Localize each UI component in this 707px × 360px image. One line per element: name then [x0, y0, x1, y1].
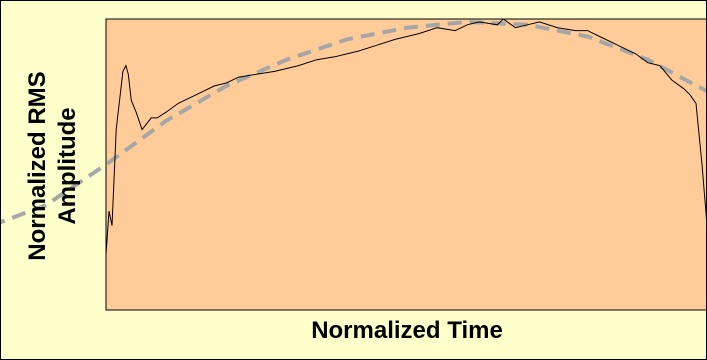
y-axis-label: Normalized RMS Amplitude [23, 71, 83, 260]
y-axis-label-line-2: Amplitude [54, 107, 81, 225]
x-axis-label: Normalized Time [311, 317, 503, 344]
y-axis-label-line-1: Normalized RMS [24, 71, 51, 261]
measured-rms-line [106, 19, 706, 255]
plot-area [105, 18, 706, 311]
fit-curve-dashed-line [1, 19, 706, 225]
